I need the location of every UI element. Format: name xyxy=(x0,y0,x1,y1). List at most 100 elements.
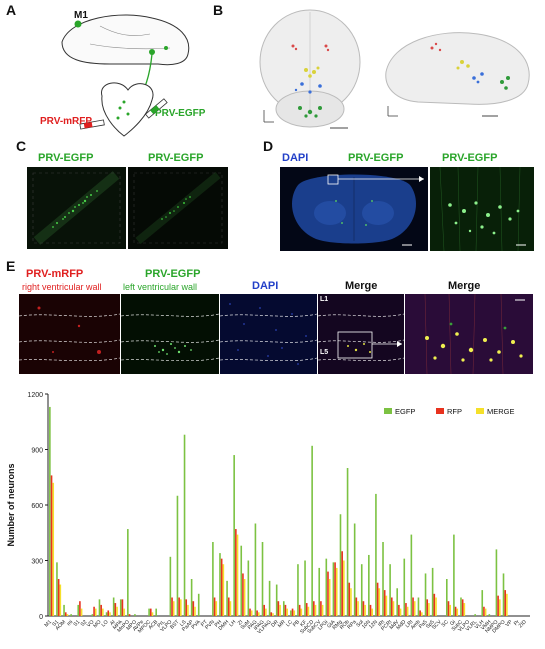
bar-rfp xyxy=(405,603,407,616)
bar-rfp xyxy=(362,601,365,616)
bar-egfp xyxy=(105,612,108,616)
bar-rfp xyxy=(320,601,322,616)
bar-merge xyxy=(116,606,118,616)
x-tick-label: ZI xyxy=(237,619,245,627)
panel-a-schematic xyxy=(61,14,190,137)
x-tick-label: PB xyxy=(292,619,302,629)
x-tick-label: VLH xyxy=(474,619,486,631)
bar-egfp xyxy=(481,590,484,616)
bar-rfp xyxy=(220,558,223,616)
bar-egfp xyxy=(98,599,101,616)
x-tick-label: SuM xyxy=(240,619,252,631)
bar-rfp xyxy=(114,603,117,616)
bar-egfp xyxy=(502,573,505,616)
legend-label-merge: MERGE xyxy=(487,407,515,416)
x-tick-label: M1 xyxy=(44,619,53,628)
bar-rfp xyxy=(64,612,67,616)
bar-egfp xyxy=(410,534,413,616)
x-tick-label: Sp5 xyxy=(425,619,436,630)
x-tick-label: RPa xyxy=(346,619,357,630)
bar-merge xyxy=(151,612,154,616)
bar-egfp xyxy=(176,495,179,616)
brain-3d-dorsal xyxy=(259,9,361,129)
bar-merge xyxy=(180,599,182,616)
m1-label: M1 xyxy=(74,10,88,21)
bar-rfp xyxy=(419,610,421,616)
panel-e-egfp-image xyxy=(121,294,219,374)
panel-c-image-right xyxy=(128,167,228,249)
bar-egfp xyxy=(431,567,434,616)
panel-e-merge-zoom-image xyxy=(405,294,533,374)
panel-e-col5-title: Merge xyxy=(448,280,481,292)
bar-egfp xyxy=(63,604,65,616)
bar-egfp xyxy=(318,567,321,616)
x-tick-label: LH xyxy=(228,619,237,628)
x-tick-label: Pa5 xyxy=(418,619,429,630)
bar-egfp xyxy=(368,554,370,616)
y-tick-label: 900 xyxy=(31,448,43,455)
bar-rfp xyxy=(178,597,180,616)
bar-rfp xyxy=(447,601,450,616)
x-tick-label: LO xyxy=(101,619,110,628)
bar-merge xyxy=(484,608,487,616)
bar-egfp xyxy=(112,597,115,616)
x-tick-label: PVA xyxy=(190,619,202,631)
bar-rfp xyxy=(433,593,436,616)
bar-egfp xyxy=(183,434,186,616)
bar-merge xyxy=(80,608,83,616)
bar-merge xyxy=(406,606,409,616)
bar-egfp xyxy=(134,614,136,616)
panel-d-letter: D xyxy=(263,138,274,154)
bar-egfp xyxy=(190,579,193,616)
bar-rfp xyxy=(327,571,329,616)
bar-egfp xyxy=(56,562,58,616)
panel-d-dapi-label: DAPI xyxy=(282,152,309,164)
x-tick-label: MO xyxy=(92,619,102,629)
panel-e-mrfp-image xyxy=(19,294,120,374)
bar-merge xyxy=(335,567,338,616)
bar-rfp xyxy=(298,604,301,616)
bar-rfp xyxy=(249,608,251,616)
bar-egfp xyxy=(346,468,349,616)
bar-egfp xyxy=(389,564,391,616)
panel-c-image-left xyxy=(27,167,126,249)
y-tick-label: 1200 xyxy=(27,392,43,399)
bar-rfp xyxy=(483,606,485,616)
brain-3d-lateral xyxy=(385,32,530,117)
bar-merge xyxy=(94,608,97,616)
bar-egfp xyxy=(332,562,335,616)
bar-egfp xyxy=(169,556,172,616)
bar-merge xyxy=(343,560,345,616)
bar-merge xyxy=(102,608,104,616)
bar-rfp xyxy=(305,603,308,616)
bar-egfp xyxy=(396,588,398,616)
bar-merge xyxy=(357,601,359,616)
bar-rfp xyxy=(100,604,102,616)
bar-merge xyxy=(392,601,395,616)
y-tick-label: 600 xyxy=(31,503,43,510)
legend-label-egfp: EGFP xyxy=(395,407,415,416)
bar-merge xyxy=(314,604,317,616)
bar-rfp xyxy=(93,606,95,616)
bar-egfp xyxy=(261,542,264,616)
bar-merge xyxy=(109,612,111,616)
bar-rfp xyxy=(376,582,379,616)
bar-merge xyxy=(307,606,310,616)
bar-egfp xyxy=(219,553,221,616)
x-tick-label: LRt xyxy=(405,619,415,629)
bar-rfp xyxy=(107,610,110,616)
bar-merge xyxy=(66,614,69,616)
bar-rfp xyxy=(454,606,457,616)
bar-rfp xyxy=(412,597,414,616)
x-tick-label: AI xyxy=(109,619,117,627)
bar-rfp xyxy=(235,529,237,616)
panel-a-letter: A xyxy=(6,2,17,18)
bar-rfp xyxy=(256,610,258,616)
bar-egfp xyxy=(226,580,228,616)
bar-rfp xyxy=(355,597,358,616)
panel-e-col4-title: Merge xyxy=(345,280,378,292)
panel-d-egfp-label: PRV-EGFP xyxy=(348,152,404,164)
panel-e-col2-subtitle: left ventricular wall xyxy=(123,282,198,292)
bar-rfp xyxy=(121,599,124,616)
bar-egfp xyxy=(268,580,271,616)
